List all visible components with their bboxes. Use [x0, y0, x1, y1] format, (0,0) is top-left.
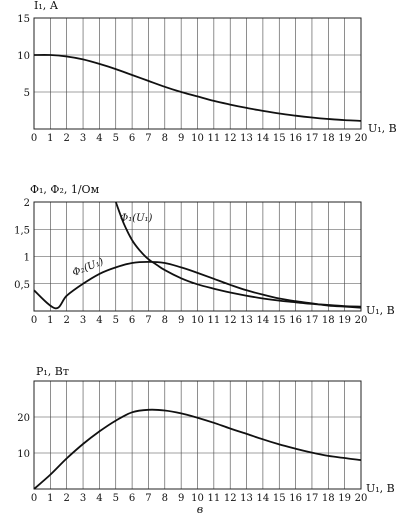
series-label: Φ₂(U₁) [71, 256, 105, 278]
x-tick-label: 19 [338, 133, 351, 144]
x-tick-label: 9 [178, 493, 184, 504]
y-tick-label: 0,5 [14, 280, 30, 291]
x-tick-label: 8 [162, 493, 168, 504]
y-tick-label: 10 [17, 449, 30, 460]
x-tick-label: 1 [47, 493, 53, 504]
x-tick-label: 18 [322, 133, 335, 144]
x-tick-label: 13 [240, 315, 253, 326]
y-axis-label: I₁, А [34, 0, 59, 12]
x-tick-label: 15 [273, 133, 286, 144]
x-tick-label: 4 [96, 315, 102, 326]
x-tick-label: 19 [338, 315, 351, 326]
figure-caption: в [197, 503, 203, 516]
x-tick-label: 6 [129, 133, 135, 144]
plot-frame [33, 201, 362, 312]
x-tick-label: 5 [113, 133, 119, 144]
x-tick-label: 20 [355, 133, 368, 144]
x-tick-label: 11 [207, 133, 220, 144]
x-tick-label: 10 [191, 315, 204, 326]
x-tick-label: 4 [96, 133, 102, 144]
x-tick-label: 8 [162, 315, 168, 326]
plot-frame [33, 380, 362, 490]
x-tick-label: 0 [31, 493, 37, 504]
x-tick-label: 3 [80, 493, 86, 504]
x-tick-label: 17 [306, 493, 319, 504]
series-line [33, 54, 362, 122]
x-tick-label: 2 [64, 315, 70, 326]
x-tick-label: 17 [306, 315, 319, 326]
x-tick-label: 7 [145, 315, 151, 326]
x-tick-label: 1 [47, 315, 53, 326]
y-tick-label: 5 [24, 88, 30, 99]
x-tick-label: 16 [289, 493, 302, 504]
x-tick-label: 6 [129, 315, 135, 326]
y-tick-label: 10 [17, 51, 30, 62]
x-tick-label: 12 [224, 133, 237, 144]
x-tick-label: 10 [191, 493, 204, 504]
x-tick-label: 20 [355, 315, 368, 326]
x-tick-label: 10 [191, 133, 204, 144]
x-tick-label: 1 [47, 133, 53, 144]
x-axis-label: U₁, В [366, 304, 395, 317]
x-tick-label: 6 [129, 493, 135, 504]
x-tick-label: 18 [322, 315, 335, 326]
x-tick-label: 15 [273, 315, 286, 326]
x-tick-label: 16 [289, 315, 302, 326]
series-line [33, 408, 362, 490]
y-axis-label: P₁, Вт [36, 365, 69, 378]
y-tick-label: 1,5 [14, 225, 30, 236]
x-tick-label: 7 [145, 133, 151, 144]
x-tick-label: 20 [355, 493, 368, 504]
x-tick-label: 0 [31, 133, 37, 144]
x-tick-label: 7 [145, 493, 151, 504]
x-tick-label: 14 [257, 133, 270, 144]
x-tick-label: 17 [306, 133, 319, 144]
x-tick-label: 3 [80, 133, 86, 144]
x-tick-label: 9 [178, 315, 184, 326]
x-tick-label: 19 [338, 493, 351, 504]
x-tick-label: 12 [224, 493, 237, 504]
x-tick-label: 9 [178, 133, 184, 144]
x-tick-label: 4 [96, 493, 102, 504]
x-tick-label: 14 [257, 493, 270, 504]
y-tick-label: 2 [24, 198, 30, 209]
x-tick-label: 11 [207, 315, 220, 326]
x-tick-label: 0 [31, 315, 37, 326]
y-tick-label: 15 [17, 14, 30, 25]
x-axis-label: U₁, В [368, 122, 397, 135]
x-tick-label: 12 [224, 315, 237, 326]
x-tick-label: 16 [289, 133, 302, 144]
y-tick-label: 20 [17, 413, 30, 424]
series-line [33, 260, 362, 310]
x-tick-label: 11 [207, 493, 220, 504]
x-tick-label: 5 [113, 315, 119, 326]
x-tick-label: 5 [113, 493, 119, 504]
x-tick-label: 18 [322, 493, 335, 504]
x-tick-label: 15 [273, 493, 286, 504]
y-tick-label: 1 [24, 253, 30, 264]
plot-frame [33, 17, 362, 130]
x-tick-label: 2 [64, 133, 70, 144]
x-tick-label: 13 [240, 133, 253, 144]
y-axis-label: Φ₁, Φ₂, 1/Ом [30, 183, 100, 196]
x-tick-label: 8 [162, 133, 168, 144]
x-tick-label: 3 [80, 315, 86, 326]
x-tick-label: 14 [257, 315, 270, 326]
x-axis-label: U₁, В [366, 482, 395, 495]
x-tick-label: 13 [240, 493, 253, 504]
series-line [114, 201, 362, 308]
x-tick-label: 2 [64, 493, 70, 504]
series-label: Φ₁(U₁) [120, 213, 153, 224]
